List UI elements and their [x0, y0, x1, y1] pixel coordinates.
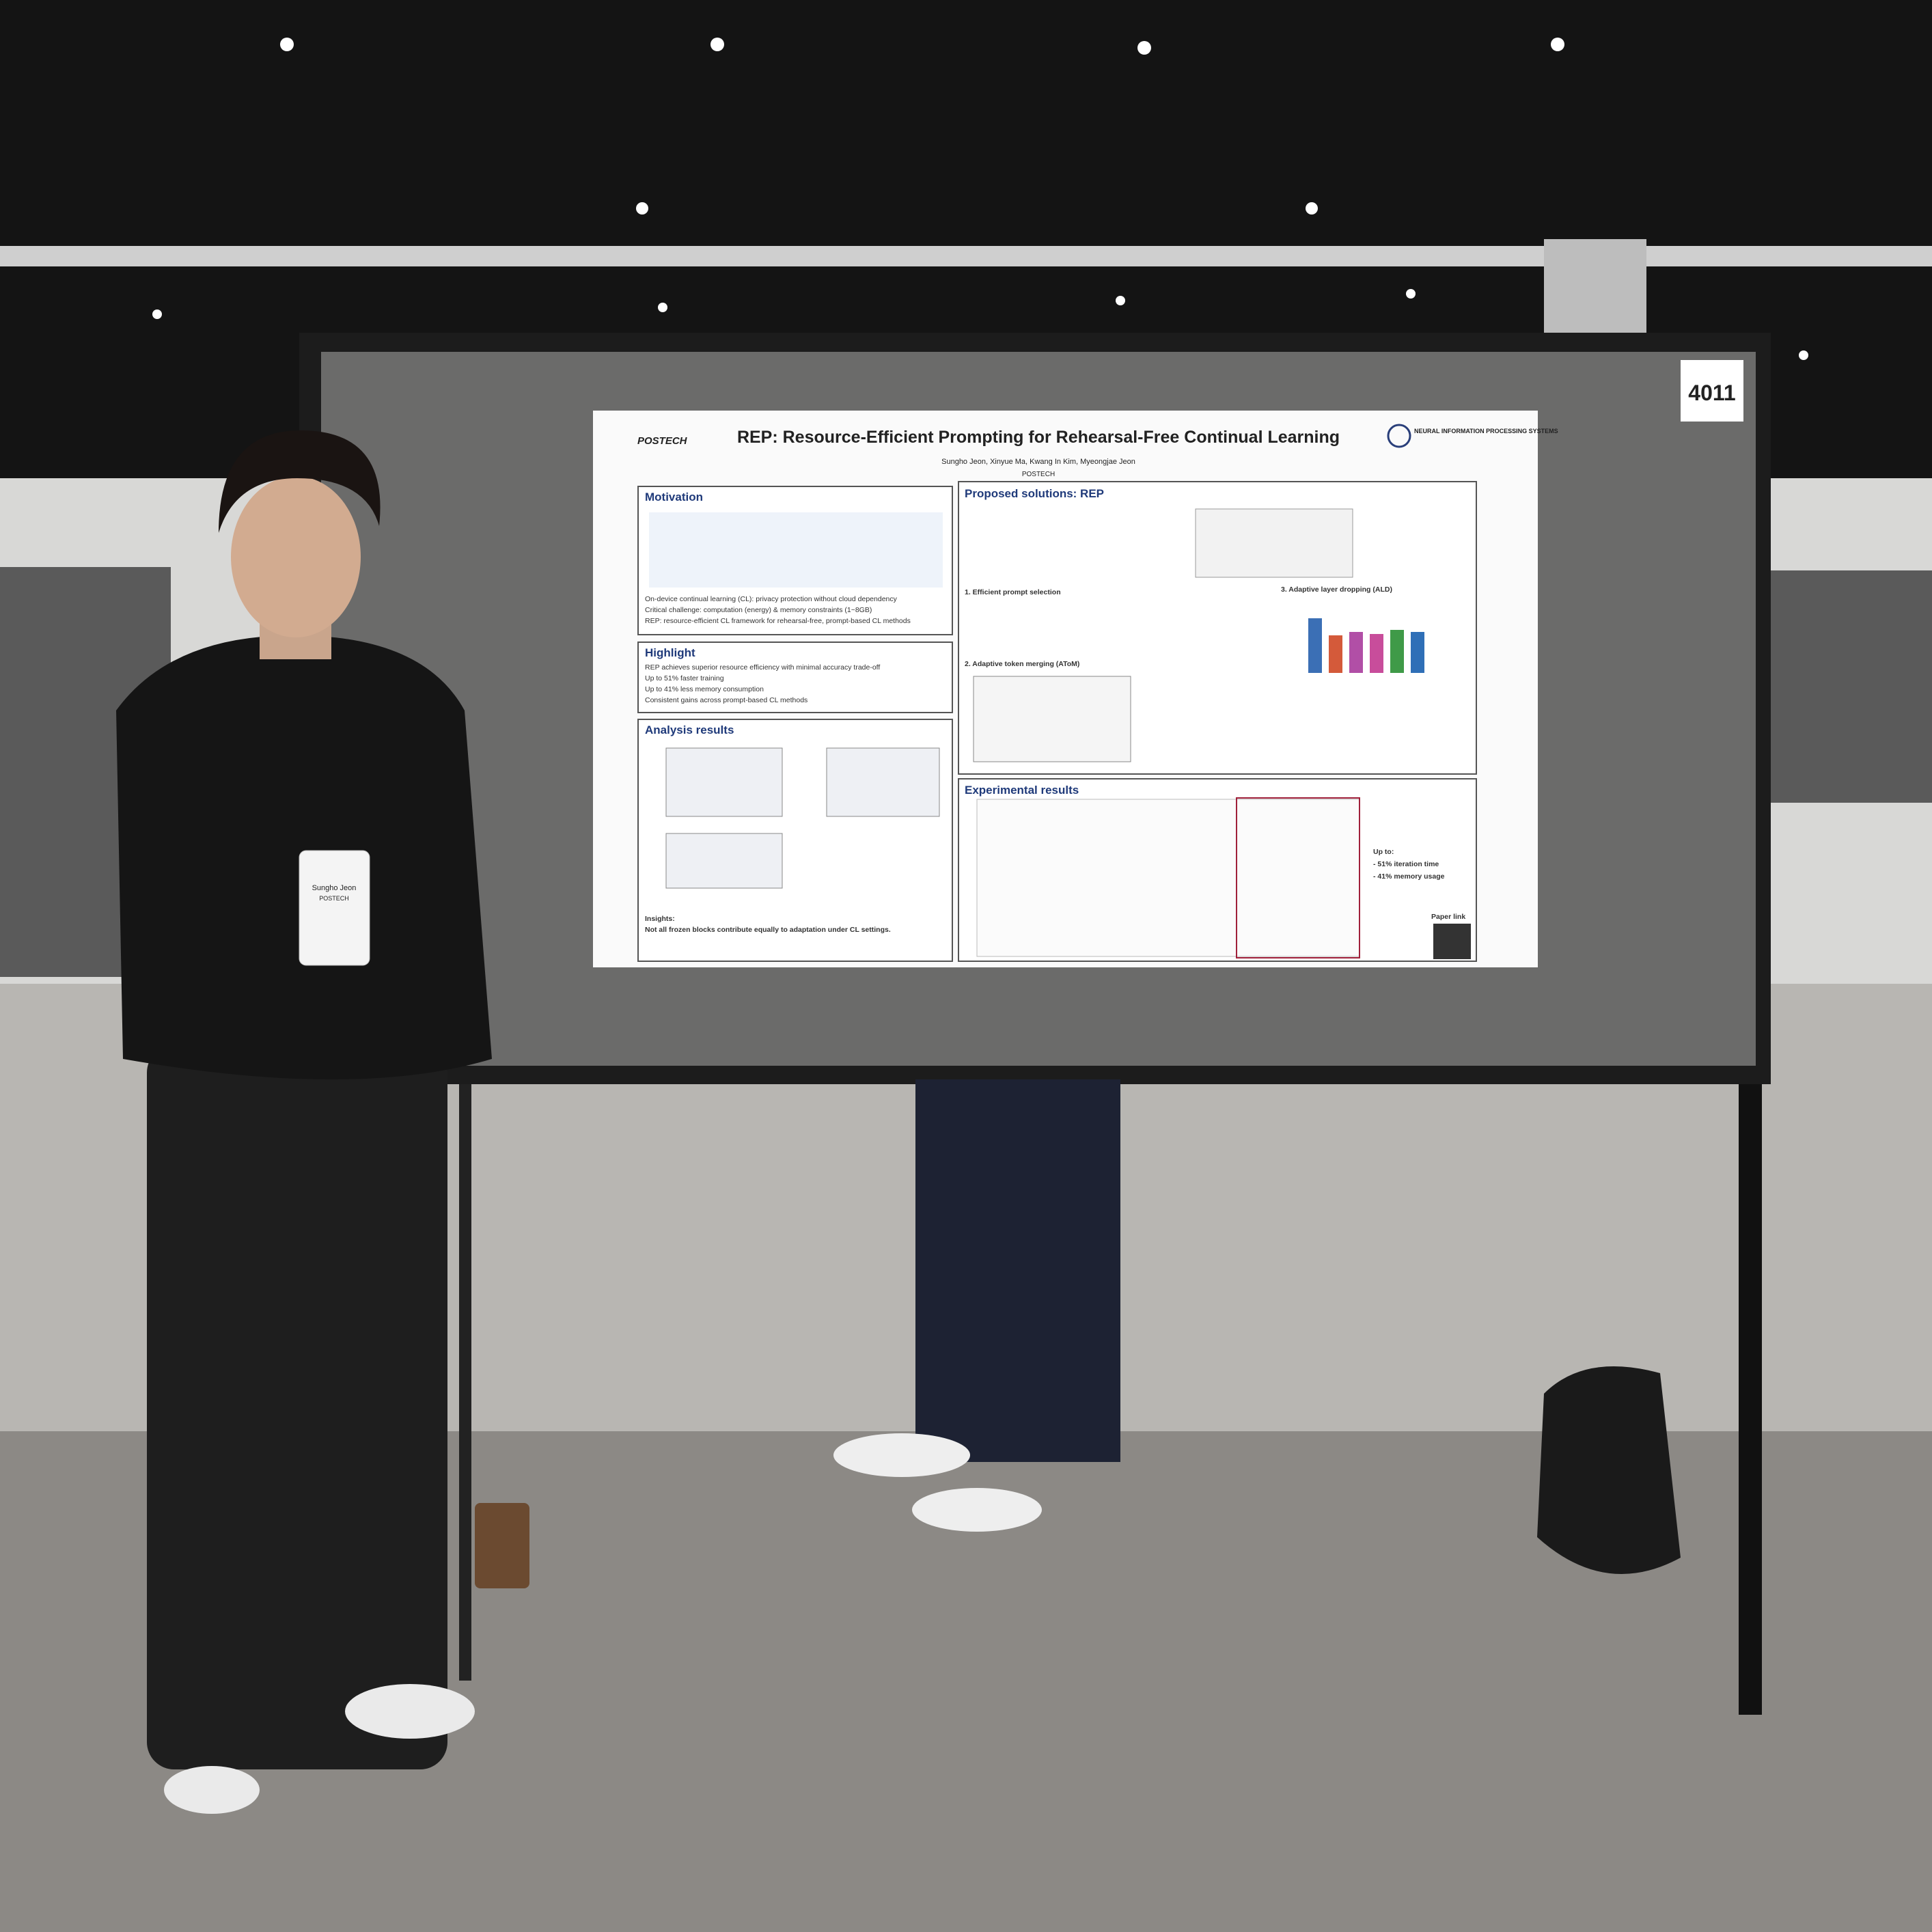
conference-name: NEURAL INFORMATION PROCESSING SYSTEMS — [1414, 428, 1558, 434]
section-heading: Highlight — [645, 646, 695, 659]
trousers — [147, 1045, 447, 1769]
face — [231, 476, 361, 637]
section-heading: Motivation — [645, 491, 703, 503]
shoe — [912, 1488, 1042, 1532]
presenter: Sungho Jeon POSTECH — [116, 430, 492, 1814]
poster-title: REP: Resource-Efficient Prompting for Re… — [737, 428, 1340, 447]
badge — [299, 850, 370, 966]
conference-logo — [1387, 424, 1411, 448]
hair — [219, 430, 381, 533]
shoe — [345, 1684, 475, 1739]
pillar — [1544, 239, 1646, 335]
section-line: Up to 51% faster training — [645, 674, 724, 682]
section-heading: Experimental results — [965, 784, 1079, 797]
section-line: Insights: — [645, 915, 675, 923]
board-leg — [1739, 1066, 1762, 1715]
ceiling-lights — [152, 38, 1808, 360]
poster-authors: Sungho Jeon, Xinyue Ma, Kwang In Kim, My… — [941, 458, 1135, 466]
poster-affiliation: POSTECH — [1022, 471, 1055, 478]
section-line: - 41% memory usage — [1373, 872, 1445, 881]
board-leg — [459, 1066, 471, 1681]
section-line: REP achieves superior resource efficienc… — [645, 663, 880, 672]
neighbor-board — [1769, 570, 1932, 803]
motivation-figure — [649, 512, 943, 588]
section-line: 2. Adaptive token merging (AToM) — [965, 660, 1079, 668]
section-line: 3. Adaptive layer dropping (ALD) — [1281, 585, 1392, 594]
section-line: Up to 41% less memory consumption — [645, 685, 764, 693]
section-line: Up to: — [1373, 848, 1394, 856]
section-line: Consistent gains across prompt-based CL … — [645, 696, 808, 704]
analysis-plot — [665, 747, 783, 817]
section-line: 1. Efficient prompt selection — [965, 588, 1061, 596]
token-plot — [973, 676, 1131, 762]
section-box — [637, 641, 953, 713]
shoe — [164, 1766, 260, 1814]
shoe — [833, 1433, 970, 1477]
layer-bars — [1308, 618, 1424, 673]
section-heading: Proposed solutions: REP — [965, 487, 1104, 500]
highlight-box — [1236, 797, 1360, 958]
paper-link: Paper link — [1431, 913, 1465, 921]
coffee-cup — [475, 1503, 529, 1588]
badge-name: Sungho Jeon — [312, 884, 357, 892]
section-line: - 51% iteration time — [1373, 860, 1439, 868]
analysis-plot — [665, 833, 783, 889]
person-legs — [915, 1079, 1120, 1462]
section-line: Critical challenge: computation (energy)… — [645, 606, 872, 614]
board-number-card — [1681, 360, 1743, 422]
badge-affiliation: POSTECH — [319, 895, 349, 902]
section-line: Not all frozen blocks contribute equally… — [645, 926, 891, 934]
poster-logo: POSTECH — [637, 435, 688, 447]
method-diagram — [1195, 508, 1353, 578]
board-number: 4011 — [1688, 381, 1735, 405]
backpack — [1537, 1366, 1681, 1574]
analysis-plot — [826, 747, 940, 817]
qr-code — [1433, 924, 1471, 959]
section-line: On-device continual learning (CL): priva… — [645, 595, 898, 603]
section-heading: Analysis results — [645, 723, 734, 736]
results-table — [976, 799, 1360, 957]
section-line: REP: resource-efficient CL framework for… — [645, 617, 911, 625]
